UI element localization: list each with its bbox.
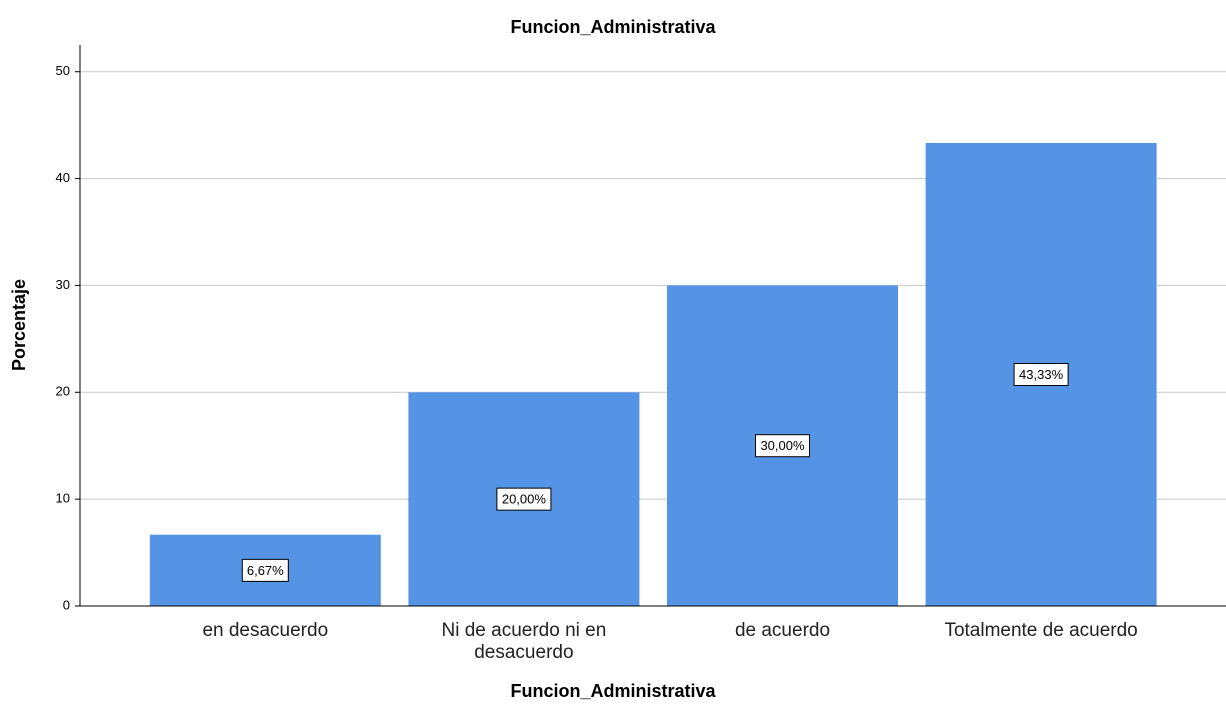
y-tick-label: 20	[56, 384, 70, 399]
chart-title: Funcion_Administrativa	[510, 17, 716, 37]
y-tick-label: 0	[63, 597, 70, 612]
y-tick-label: 10	[56, 491, 70, 506]
y-tick-label: 50	[56, 63, 70, 78]
value-label-box	[241, 558, 289, 582]
y-tick-label: 30	[56, 277, 70, 292]
value-label-box	[1013, 362, 1069, 386]
x-tick-label: de acuerdo	[734, 620, 831, 641]
value-label-box	[755, 434, 810, 458]
value-label: 6,67%	[247, 563, 284, 578]
value-label: 43,33%	[1019, 367, 1064, 382]
value-label: 20,00%	[502, 492, 547, 507]
x-tick-label: Ni de acuerdo ni en desacuerdo	[441, 620, 607, 663]
x-tick-label: en desacuerdo	[202, 620, 329, 641]
x-axis-label: Funcion_Administrativa	[510, 681, 716, 701]
x-tick-label: Totalmente de acuerdo	[944, 620, 1138, 641]
value-label: 30,00%	[760, 438, 805, 453]
y-tick-label: 40	[56, 170, 70, 185]
y-axis-label: Porcentaje	[9, 279, 29, 371]
value-label-box	[496, 487, 552, 511]
